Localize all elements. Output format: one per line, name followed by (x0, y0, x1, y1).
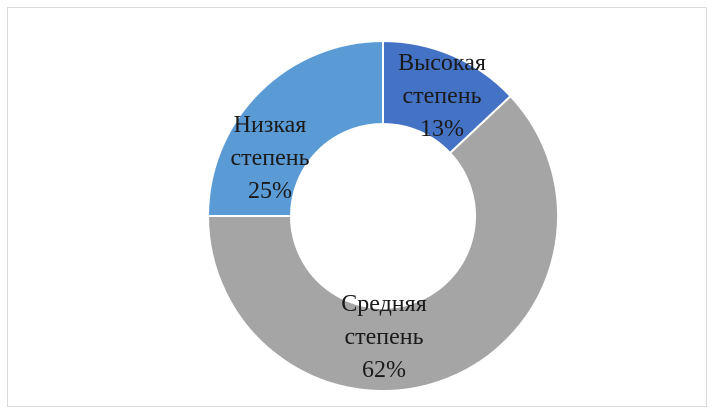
labels-group: Высокая степень 13% Средняя степень 62% Низкая… (230, 50, 485, 383)
data-label-2-line-3: 62% (362, 357, 406, 383)
data-label-1: Высокая степень 13% (398, 50, 486, 142)
data-label-3-line-2: степень (230, 145, 309, 171)
slices-group (206, 39, 559, 392)
data-label-2-line-2: степень (344, 324, 423, 350)
slice-3 (206, 39, 384, 217)
data-label-3-line-3: 25% (248, 178, 292, 204)
data-label-2: Средняя степень 62% (341, 291, 426, 383)
slice-2 (206, 94, 559, 392)
data-label-2-line-1: Средняя (341, 291, 426, 317)
chart-frame: Высокая степень 13% Средняя степень 62% Низкая… (7, 7, 707, 407)
data-label-1-line-1: Высокая (398, 50, 486, 76)
data-label-3: Низкая степень 25% (230, 112, 309, 204)
data-label-3-line-1: Низкая (234, 112, 307, 138)
donut-chart: Высокая степень 13% Средняя степень 62% Низкая… (206, 39, 559, 392)
data-label-1-line-2: степень (402, 83, 481, 109)
data-label-1-line-3: 13% (420, 116, 464, 142)
